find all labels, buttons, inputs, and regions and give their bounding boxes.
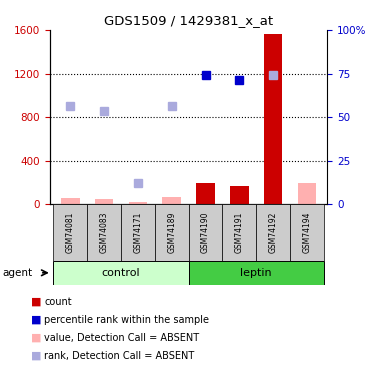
Bar	[162, 197, 181, 204]
Text: agent: agent	[2, 268, 32, 278]
Text: ■: ■	[31, 351, 41, 361]
Bar	[189, 261, 324, 285]
Bar	[129, 202, 147, 204]
Text: rank, Detection Call = ABSENT: rank, Detection Call = ABSENT	[44, 351, 194, 361]
Text: GSM74191: GSM74191	[235, 212, 244, 253]
Text: control: control	[102, 268, 141, 278]
Text: GSM74194: GSM74194	[303, 212, 311, 253]
Bar	[256, 204, 290, 261]
Text: leptin: leptin	[241, 268, 272, 278]
Bar	[189, 204, 223, 261]
Text: GSM74171: GSM74171	[134, 212, 142, 253]
Bar	[61, 198, 80, 204]
Text: percentile rank within the sample: percentile rank within the sample	[44, 315, 209, 325]
Text: count: count	[44, 297, 72, 307]
Bar	[87, 204, 121, 261]
Bar	[264, 34, 283, 204]
Bar	[54, 261, 189, 285]
Text: ■: ■	[31, 297, 41, 307]
Text: ■: ■	[31, 333, 41, 343]
Text: value, Detection Call = ABSENT: value, Detection Call = ABSENT	[44, 333, 199, 343]
Text: ■: ■	[31, 315, 41, 325]
Bar	[95, 199, 114, 204]
Bar	[196, 183, 215, 204]
Bar	[230, 186, 249, 204]
Text: GSM74081: GSM74081	[66, 212, 75, 253]
Text: GSM74083: GSM74083	[100, 212, 109, 253]
Text: GSM74192: GSM74192	[269, 212, 278, 253]
Title: GDS1509 / 1429381_x_at: GDS1509 / 1429381_x_at	[104, 15, 273, 27]
Bar	[298, 183, 316, 204]
Bar	[290, 204, 324, 261]
Bar	[121, 204, 155, 261]
Text: GSM74189: GSM74189	[167, 212, 176, 253]
Bar	[54, 204, 87, 261]
Bar	[223, 204, 256, 261]
Text: GSM74190: GSM74190	[201, 212, 210, 253]
Bar	[155, 204, 189, 261]
